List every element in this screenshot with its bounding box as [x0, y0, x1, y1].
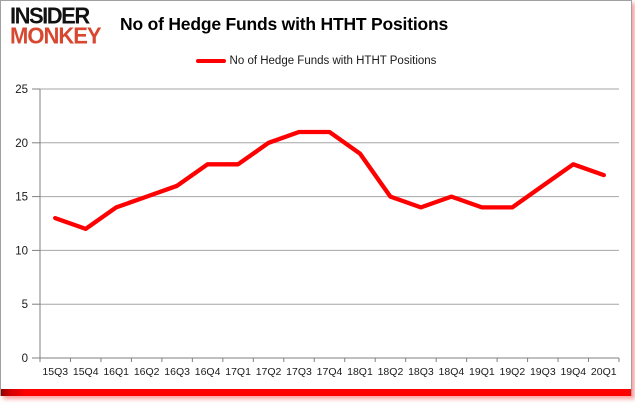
x-axis-label: 17Q3: [286, 366, 312, 378]
legend-line-swatch: [195, 59, 226, 63]
logo-line-insider: INSIDER: [10, 2, 90, 29]
x-axis-label: 18Q4: [439, 366, 465, 378]
x-axis-label: 19Q4: [560, 366, 586, 378]
x-axis-label: 17Q2: [256, 366, 282, 378]
x-axis-label: 16Q3: [164, 366, 190, 378]
x-axis-label: 15Q4: [73, 366, 99, 378]
y-axis-label: 10: [15, 245, 28, 257]
x-axis-label: 19Q1: [469, 366, 495, 378]
x-axis-label: 17Q1: [225, 366, 251, 378]
x-axis-label: 17Q4: [317, 366, 343, 378]
y-axis-label: 5: [22, 299, 28, 311]
y-axis-label: 0: [22, 353, 28, 365]
line-chart: 0 5 10 15 20 25 15Q3 15Q4 16Q1 16Q2 16Q3 16Q4 17Q1 17…: [15, 84, 620, 378]
chart-card: INSIDER MONKEY No of Hedge Funds with HT…: [0, 0, 632, 396]
y-axis-label: 25: [15, 84, 28, 96]
x-axis-label: 15Q3: [42, 366, 68, 378]
x-axis-label: 16Q2: [134, 366, 160, 378]
x-axis-label: 18Q3: [408, 366, 434, 378]
legend-label: No of Hedge Funds with HTHT Positions: [229, 55, 437, 67]
insider-monkey-logo: INSIDER MONKEY: [10, 2, 102, 49]
x-axis-label: 19Q2: [499, 366, 525, 378]
x-axis-label: 16Q1: [103, 366, 129, 378]
logo-line-monkey: MONKEY: [10, 22, 102, 49]
x-axis-label: 18Q2: [378, 366, 404, 378]
chart-title: No of Hedge Funds with HTHT Positions: [120, 14, 448, 34]
y-axis-label: 20: [15, 138, 28, 150]
y-axis-label: 15: [15, 192, 28, 204]
x-axis-label: 18Q1: [347, 366, 373, 378]
red-accent-bar: [1, 389, 631, 396]
data-line-series: [53, 129, 606, 232]
x-axis-label: 19Q3: [530, 366, 556, 378]
x-axis-label: 20Q1: [591, 366, 617, 378]
x-axis-label: 16Q4: [195, 366, 221, 378]
legend: No of Hedge Funds with HTHT Positions: [1, 55, 631, 67]
